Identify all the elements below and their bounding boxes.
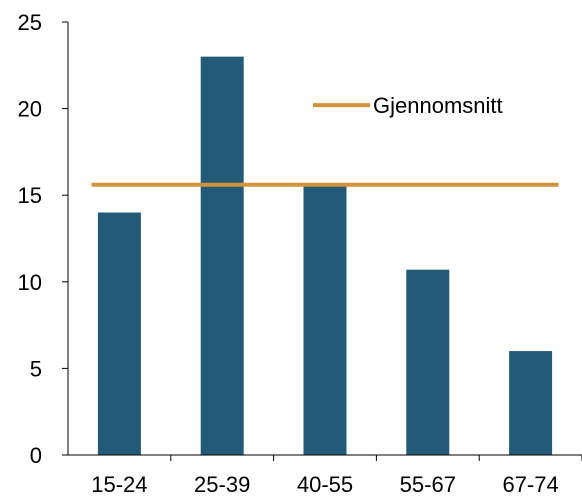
y-tick-label: 20 [18, 97, 42, 122]
bar-55-67 [406, 269, 450, 455]
y-tick-label: 10 [18, 270, 42, 295]
x-tick-label: 67-74 [502, 472, 558, 497]
legend-label-gjennomsnitt: Gjennomsnitt [373, 93, 503, 118]
legend: Gjennomsnitt [313, 93, 503, 118]
y-axis-ticks: 0 5 10 15 20 25 [18, 10, 68, 468]
x-tick-label: 55-67 [400, 472, 456, 497]
y-tick-label: 5 [30, 356, 42, 381]
x-axis: 15-24 25-39 40-55 55-67 67-74 [68, 454, 582, 497]
bar-15-24 [97, 212, 141, 455]
x-tick-label: 15-24 [91, 472, 147, 497]
bar-40-55 [303, 184, 347, 456]
bars [97, 56, 553, 456]
bar-25-39 [200, 56, 244, 455]
x-tick-label: 25-39 [194, 472, 250, 497]
bar-67-74 [509, 351, 553, 455]
y-tick-label: 25 [18, 10, 42, 35]
y-tick-label: 15 [18, 183, 42, 208]
y-tick-label: 0 [30, 443, 42, 468]
x-tick-label: 40-55 [297, 472, 353, 497]
